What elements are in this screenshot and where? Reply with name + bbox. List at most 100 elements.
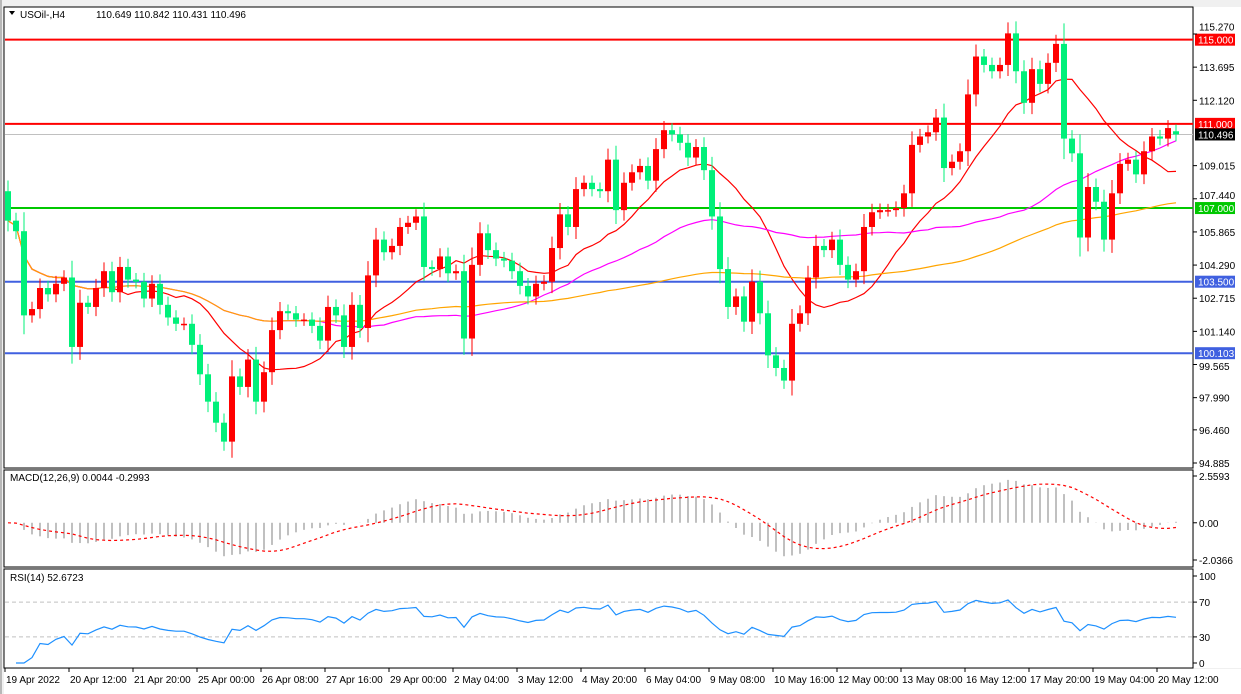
candle-bullish <box>117 266 123 293</box>
candle-bullish <box>37 288 43 310</box>
candle-bearish <box>205 374 211 402</box>
candle-bullish <box>1141 151 1147 175</box>
candle-bullish <box>245 359 251 387</box>
level-price-label: 103.500 <box>1198 278 1235 289</box>
candle-bearish <box>221 422 227 442</box>
candle-bullish <box>373 239 379 276</box>
candle-bearish <box>125 266 131 280</box>
time-tick-label: 19 May 04:00 <box>1094 675 1155 686</box>
time-tick-label: 20 Apr 12:00 <box>70 675 127 686</box>
candle-bullish <box>813 245 819 278</box>
rsi-label: RSI(14) 52.6723 <box>10 573 84 584</box>
rsi-tick-label: 0 <box>1199 659 1205 670</box>
candle-bullish <box>661 130 667 150</box>
price-tick-label: 97.990 <box>1199 394 1230 405</box>
candle-bearish <box>1157 136 1163 139</box>
candle-bullish <box>365 275 371 328</box>
candle-bearish <box>709 170 715 217</box>
candle-bearish <box>941 117 947 169</box>
candle-bearish <box>13 220 19 232</box>
candle-bearish <box>45 288 51 295</box>
candle-bullish <box>77 302 83 347</box>
candle-bullish <box>637 165 643 173</box>
candle-bullish <box>901 193 907 209</box>
candle-bearish <box>757 281 763 314</box>
candle-bearish <box>517 271 523 286</box>
candle-bullish <box>933 117 939 133</box>
candle-bullish <box>93 288 99 307</box>
candle-bearish <box>509 260 515 272</box>
candle-bearish <box>821 245 827 251</box>
candle-bearish <box>765 313 771 356</box>
candle-bullish <box>557 214 563 249</box>
candle-bullish <box>277 311 283 331</box>
main-panel <box>3 6 1194 469</box>
ma-slow-line <box>7 202 1177 323</box>
candle-bullish <box>893 208 899 211</box>
macd-tick-label: 0.00 <box>1199 519 1219 530</box>
candle-bearish <box>213 401 219 423</box>
symbol-title: USOil-,H4 <box>20 10 65 21</box>
candle-bearish <box>1021 71 1027 103</box>
candle-bearish <box>309 319 315 326</box>
rsi-tick-label: 30 <box>1199 633 1211 644</box>
collapse-triangle-icon[interactable] <box>9 11 15 15</box>
time-axis <box>4 669 1241 694</box>
candle-bullish <box>1117 163 1123 194</box>
price-tick-label: 96.460 <box>1199 426 1230 437</box>
candle-bearish <box>293 313 299 320</box>
candle-bullish <box>733 296 739 307</box>
candle-bearish <box>597 189 603 192</box>
candle-bullish <box>1005 33 1011 65</box>
candle-bullish <box>909 144 915 194</box>
level-price-label: 115.000 <box>1198 36 1234 47</box>
candle-bearish <box>381 239 387 253</box>
macd-tick-label: -2.0366 <box>1199 556 1233 567</box>
candle-bearish <box>253 359 259 402</box>
candle-bullish <box>53 283 59 295</box>
candle-bullish <box>1029 69 1035 103</box>
time-tick-label: 20 May 12:00 <box>1158 675 1219 686</box>
candle-bearish <box>157 283 163 305</box>
candle-bullish <box>829 239 835 251</box>
candle-bullish <box>957 151 963 162</box>
level-price-label: 107.000 <box>1198 204 1235 215</box>
level-price-badge <box>1195 202 1235 215</box>
price-tick-label: 112.120 <box>1199 96 1235 107</box>
candle-bearish <box>85 302 91 307</box>
candle-bearish <box>69 277 75 347</box>
price-tick-label: 102.715 <box>1199 294 1236 305</box>
price-tick-label: 101.140 <box>1199 327 1236 338</box>
price-tick-label: 113.695 <box>1199 63 1235 74</box>
candle-bearish <box>141 281 147 299</box>
candle-bearish <box>989 64 995 72</box>
candle-bullish <box>581 182 587 190</box>
candle-bearish <box>341 315 347 347</box>
candle-bullish <box>877 210 883 213</box>
candle-bullish <box>269 330 275 373</box>
candle-bullish <box>797 313 803 324</box>
candle-bearish <box>525 285 531 297</box>
candle-bullish <box>861 226 867 272</box>
candle-bullish <box>349 304 355 347</box>
candle-bullish <box>949 161 955 169</box>
candle-bullish <box>477 233 483 265</box>
candle-bullish <box>1085 186 1091 238</box>
candle-bearish <box>773 355 779 368</box>
candle-bearish <box>421 216 427 267</box>
candle-bearish <box>109 271 115 293</box>
candle-bearish <box>613 159 619 211</box>
price-tick-label: 109.015 <box>1199 162 1236 173</box>
current-price-badge <box>1195 128 1235 141</box>
level-price-badge <box>1195 117 1235 130</box>
candle-bullish <box>693 147 699 158</box>
candle-bearish <box>173 317 179 324</box>
price-tick-label: 115.270 <box>1199 23 1235 34</box>
candle-bearish <box>685 142 691 158</box>
candle-bearish <box>741 296 747 322</box>
time-tick-label: 9 May 08:00 <box>710 675 765 686</box>
candle-bullish <box>789 323 795 381</box>
candle-bearish <box>333 306 339 316</box>
candle-bullish <box>1053 43 1059 63</box>
